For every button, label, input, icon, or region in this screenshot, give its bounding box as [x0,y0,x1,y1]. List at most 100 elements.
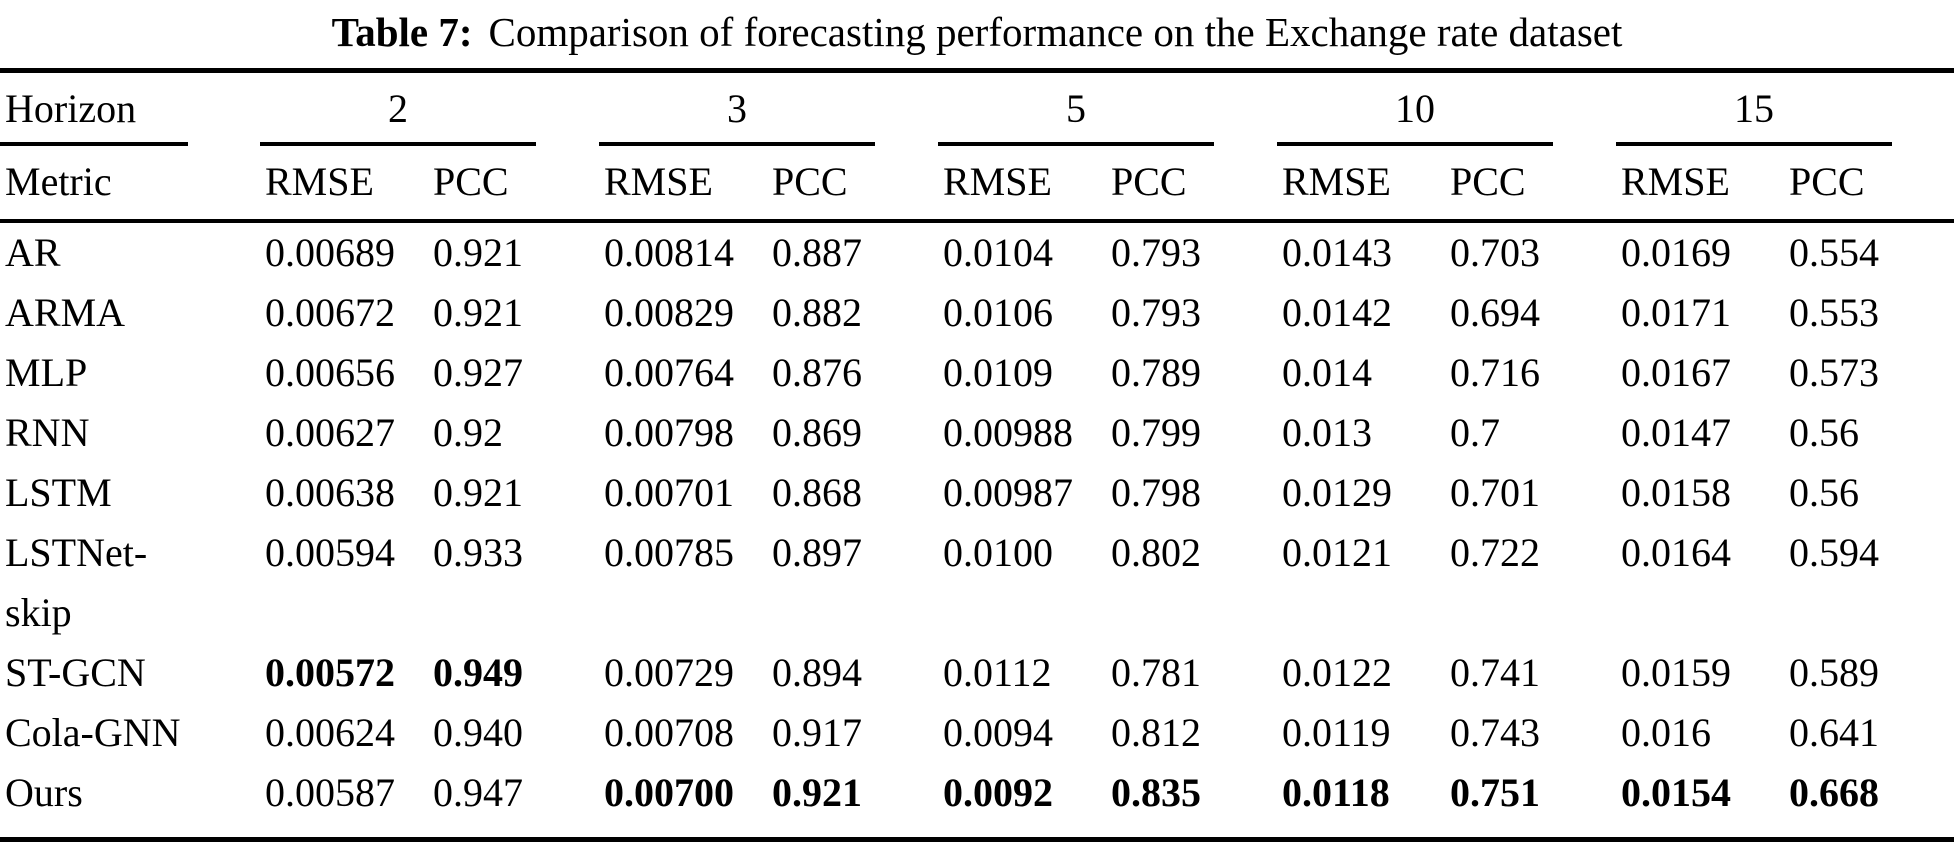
metric-value-cell: 0.00785 [604,530,734,575]
table-caption: Table 7: Comparison of forecasting perfor… [0,0,1954,68]
metric-value-cell: 0.812 [1111,710,1201,755]
metric-value-cell: 0.798 [1111,470,1201,515]
metric-value-cell: 0.594 [1789,530,1879,575]
metric-value-cell: 0.00829 [604,290,734,335]
metric-row: Metric RMSE PCC RMSE PCC RMSE PCC RMSE PCC RMSE P… [0,146,1954,223]
table-row: LSTNet- skip 0.00594 0.933 0.00785 0.897 0.01… [0,523,1954,643]
metric-value-cell: 0.56 [1789,470,1859,515]
table-row: MLP 0.00656 0.927 0.00764 0.876 0.0109 0.789 0.… [0,343,1954,403]
metric-value-cell: 0.00656 [265,350,395,395]
table-header: Horizon 2 3 5 10 15 Metric RMSE PCC RMSE PCC RMS… [0,71,1954,223]
metric-header-rmse: RMSE [260,146,428,223]
metric-value-cell: 0.0109 [943,350,1053,395]
metric-value-cell: 0.947 [433,770,523,815]
metric-value-cell: 0.0100 [943,530,1053,575]
metric-label-cell: Metric [0,146,260,223]
metric-value-cell: 0.743 [1450,710,1540,755]
model-name-cell: MLP [5,350,88,395]
horizon-value: 3 [599,73,875,146]
metric-header-rmse: RMSE [938,146,1106,223]
metric-value-cell: 0.00572 [265,650,395,695]
metric-value-cell: 0.0118 [1282,770,1390,815]
results-table: Horizon 2 3 5 10 15 Metric RMSE PCC RMSE PCC RMS… [0,68,1954,842]
metric-header-pcc: PCC [767,146,938,223]
table-row: RNN 0.00627 0.92 0.00798 0.869 0.00988 0.799 0.… [0,403,1954,463]
metric-value-cell: 0.869 [772,410,862,455]
table-row: Cola-GNN 0.00624 0.940 0.00708 0.917 0.0094 0.… [0,703,1954,763]
model-name-cell: Ours [5,770,83,815]
metric-value-cell: 0.799 [1111,410,1201,455]
horizon-value: 10 [1277,73,1553,146]
metric-value-cell: 0.897 [772,530,862,575]
metric-value-cell: 0.694 [1450,290,1540,335]
metric-value-cell: 0.793 [1111,230,1201,275]
metric-value-cell: 0.0106 [943,290,1053,335]
horizon-value: 15 [1616,73,1892,146]
horizon-group-5: 5 [938,71,1277,146]
metric-value-cell: 0.933 [433,530,523,575]
model-name-cell: RNN [5,410,90,455]
metric-value-cell: 0.0154 [1621,770,1731,815]
metric-header-pcc: PCC [1106,146,1277,223]
metric-header-pcc: PCC [1784,146,1954,223]
metric-header-rmse: RMSE [1277,146,1445,223]
metric-value-cell: 0.00764 [604,350,734,395]
table-row: LSTM 0.00638 0.921 0.00701 0.868 0.00987 0.798… [0,463,1954,523]
metric-value-cell: 0.940 [433,710,523,755]
metric-value-cell: 0.0164 [1621,530,1731,575]
metric-value-cell: 0.573 [1789,350,1879,395]
model-name-cell: AR [5,230,61,275]
metric-value-cell: 0.701 [1450,470,1540,515]
metric-value-cell: 0.00988 [943,410,1073,455]
horizon-group-10: 10 [1277,71,1616,146]
horizon-label-cell: Horizon [0,71,260,146]
metric-value-cell: 0.949 [433,650,523,695]
metric-value-cell: 0.802 [1111,530,1201,575]
metric-value-cell: 0.00638 [265,470,395,515]
metric-value-cell: 0.722 [1450,530,1540,575]
metric-value-cell: 0.00624 [265,710,395,755]
metric-value-cell: 0.016 [1621,710,1711,755]
metric-value-cell: 0.00627 [265,410,395,455]
metric-value-cell: 0.0094 [943,710,1053,755]
metric-value-cell: 0.793 [1111,290,1201,335]
horizon-label: Horizon [0,73,188,146]
metric-value-cell: 0.868 [772,470,862,515]
metric-value-cell: 0.00814 [604,230,734,275]
metric-value-cell: 0.554 [1789,230,1879,275]
metric-value-cell: 0.7 [1450,410,1500,455]
horizon-value: 5 [938,73,1214,146]
metric-value-cell: 0.56 [1789,410,1859,455]
metric-value-cell: 0.00701 [604,470,734,515]
table-row: ARMA 0.00672 0.921 0.00829 0.882 0.0106 0.793 0… [0,283,1954,343]
horizon-group-2: 2 [260,71,599,146]
horizon-group-15: 15 [1616,71,1954,146]
metric-value-cell: 0.0169 [1621,230,1731,275]
metric-header-pcc: PCC [1445,146,1616,223]
metric-value-cell: 0.00689 [265,230,395,275]
metric-value-cell: 0.716 [1450,350,1540,395]
metric-value-cell: 0.0158 [1621,470,1731,515]
table-body: AR 0.00689 0.921 0.00814 0.887 0.0104 0.793 0.0… [0,221,1954,840]
table-row: ST-GCN 0.00572 0.949 0.00729 0.894 0.0112 0.78… [0,643,1954,703]
metric-value-cell: 0.00987 [943,470,1073,515]
metric-value-cell: 0.0129 [1282,470,1392,515]
metric-value-cell: 0.00672 [265,290,395,335]
metric-value-cell: 0.917 [772,710,862,755]
metric-value-cell: 0.927 [433,350,523,395]
model-name-cell: Cola-GNN [5,710,181,755]
metric-value-cell: 0.0112 [943,650,1052,695]
metric-value-cell: 0.0171 [1621,290,1731,335]
table-caption-text: Comparison of forecasting performance on… [488,9,1623,55]
metric-value-cell: 0.835 [1111,770,1201,815]
model-name-cell: ARMA [5,290,126,335]
metric-value-cell: 0.013 [1282,410,1372,455]
horizon-value: 2 [260,73,536,146]
metric-value-cell: 0.668 [1789,770,1879,815]
metric-value-cell: 0.882 [772,290,862,335]
metric-value-cell: 0.887 [772,230,862,275]
metric-value-cell: 0.894 [772,650,862,695]
metric-value-cell: 0.0104 [943,230,1053,275]
metric-value-cell: 0.0147 [1621,410,1731,455]
metric-value-cell: 0.0121 [1282,530,1392,575]
